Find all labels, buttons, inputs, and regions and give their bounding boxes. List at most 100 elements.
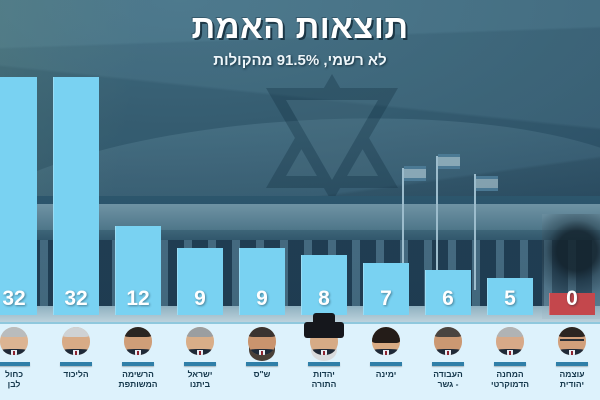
knesset-roof [0,204,600,230]
header: תוצאות האמת לא רשמי, 91.5% מהקולות [0,8,600,69]
tie [322,350,326,355]
avatar [248,327,276,355]
party-name-label: הרשימה המשותפת [118,369,158,390]
bar-slot: 5 [487,75,533,315]
bar-slot: 0 [549,75,595,315]
hair [186,327,214,337]
avatar [186,327,214,355]
party-name-label: ימינה [375,369,397,379]
seat-count-label: 9 [194,287,206,310]
candidate-cell[interactable]: העבודה - גשר [425,324,471,400]
candidate-peretz [431,327,465,361]
candidate-cell[interactable]: ימינה [363,324,409,400]
candidate-liberman [183,327,217,361]
candidate-cell[interactable]: ש"ס [239,324,285,400]
seat-count-label: 6 [442,287,454,310]
hair [124,327,152,337]
party-name-label: עוצמה יהודית [559,369,585,390]
seat-count-label: 9 [256,287,268,310]
portrait-pedestal [60,362,92,366]
hair [248,327,276,337]
party-name-label: המחנה הדמוקרטי [490,369,530,390]
candidate-cell[interactable]: יהדות התורה [301,313,347,400]
candidate-cell[interactable]: כחול לבן [0,324,37,400]
candidate-cell[interactable]: ישראל ביתנו [177,324,223,400]
seat-count-label: 32 [64,287,88,310]
bar-slot: 8 [301,75,347,315]
portrait-pedestal [556,362,588,366]
hair [558,327,586,337]
candidate-cell[interactable]: המחנה הדמוקרטי [487,324,533,400]
page-title: תוצאות האמת [191,8,409,45]
tie [12,350,16,355]
tie [384,350,388,355]
seat-bar[interactable]: 0 [549,287,595,315]
party-name-label: ישראל ביתנו [187,369,213,390]
bar-slot: 32 [0,75,37,315]
flagpoles [388,150,508,290]
hair [62,327,90,337]
party-name-label: הליכוד [63,369,89,379]
tie [260,350,264,355]
hair [0,327,28,337]
seat-bar[interactable]: 32 [53,77,99,315]
seat-bar[interactable]: 32 [0,77,37,315]
candidates-panel: כחול לבן הליכוד הרשימה המשותפת ישראל ביתנו ש"ס י… [0,313,600,400]
portrait-pedestal [370,362,402,366]
seat-bar[interactable]: 12 [115,226,161,315]
seat-bar[interactable]: 9 [177,248,223,315]
bar-slot: 32 [53,75,99,315]
avatar [496,327,524,355]
tie [136,350,140,355]
glasses-icon [560,339,584,345]
seat-bar[interactable]: 8 [301,255,347,315]
tie [74,350,78,355]
hair [434,327,462,337]
avatar [372,327,400,355]
seat-bar[interactable]: 9 [239,248,285,315]
tie [570,350,574,355]
seats-bar-chart: 32 32 12 9 9 8 7 6 5 0 [0,75,600,315]
party-name-label: יהדות התורה [311,369,337,390]
candidate-odeh [121,327,155,361]
bar-slot: 12 [115,75,161,315]
avatar [62,327,90,355]
seat-bar[interactable]: 6 [425,270,471,315]
candidate-cell[interactable]: הרשימה המשותפת [115,324,161,400]
candidate-cell[interactable]: עוצמה יהודית [549,324,595,400]
portrait-pedestal [0,362,30,366]
candidate-cell[interactable]: הליכוד [53,324,99,400]
candidate-benari [555,327,589,361]
bar-slot: 6 [425,75,471,315]
portrait-pedestal [308,362,340,366]
candidate-horowitz [493,327,527,361]
tie [508,350,512,355]
party-name-label: כחול לבן [4,369,24,390]
portrait-pedestal [432,362,464,366]
seat-count-label: 12 [126,287,150,310]
candidate-gantz [0,327,31,361]
candidate-litzman [304,313,344,361]
seat-count-label: 0 [566,287,578,310]
tie [198,350,202,355]
portrait-pedestal [494,362,526,366]
party-name-label: ש"ס [253,369,271,379]
black-hat-icon [304,313,344,338]
seat-bar[interactable]: 5 [487,278,533,315]
portrait-pedestal [122,362,154,366]
party-name-label: העבודה - גשר [433,369,463,390]
avatar [0,327,28,355]
hair [372,327,400,344]
candidate-netanyahu [59,327,93,361]
avatar [558,327,586,355]
seat-count-label: 5 [504,287,516,310]
seat-count-label: 8 [318,287,330,310]
candidate-shaked [369,327,403,361]
knesset-roof-shadow [0,230,600,240]
seat-bar[interactable]: 7 [363,263,409,315]
avatar [124,327,152,355]
candidate-deri [245,327,279,361]
page-subtitle: לא רשמי, 91.5% מהקולות [213,52,387,69]
portrait-pedestal [184,362,216,366]
seat-count-label: 32 [2,287,26,310]
